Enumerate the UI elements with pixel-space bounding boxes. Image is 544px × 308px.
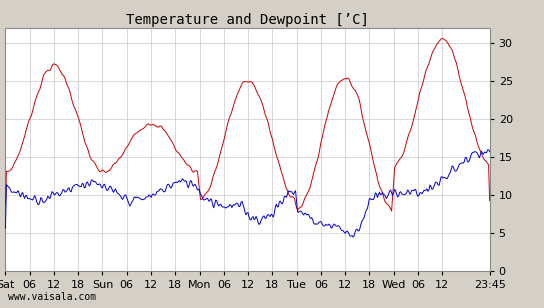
Title: Temperature and Dewpoint [’C]: Temperature and Dewpoint [’C] bbox=[126, 13, 369, 26]
Text: www.vaisala.com: www.vaisala.com bbox=[8, 292, 96, 302]
